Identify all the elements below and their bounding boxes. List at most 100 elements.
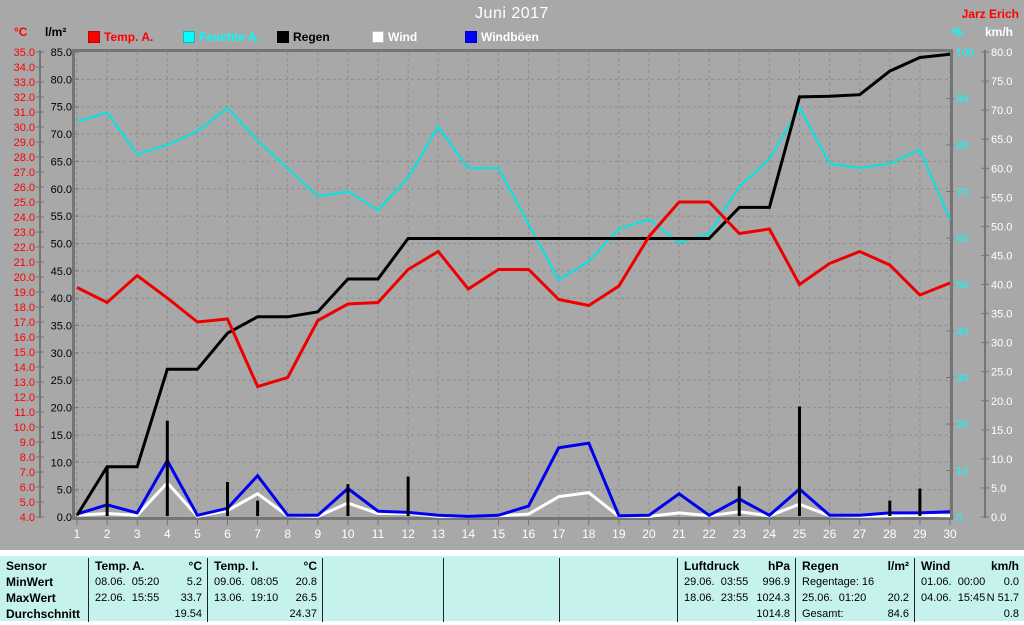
humidity-axis-tick-label: 30 xyxy=(956,373,968,385)
day-label: 11 xyxy=(372,527,385,541)
value-timestamp: 18.06. 23:55 xyxy=(684,592,749,604)
table-column-temp-i: Temp. I. °C 09.06. 08:05 20.8 13.06. 19:10 26… xyxy=(207,558,322,622)
wind-axis-tick-label: 15.0 xyxy=(991,425,1012,437)
rain-axis-tick-label: 0.0 xyxy=(57,512,72,524)
day-label: 8 xyxy=(284,527,291,541)
wind-axis-tick-label: 80.0 xyxy=(991,47,1012,59)
series-line-wind xyxy=(76,480,951,519)
table-value-row: 25.06. 01:20 20.2 xyxy=(796,590,914,606)
sensor-unit: °C xyxy=(188,559,202,573)
temp-axis-tick-label: 27.0 xyxy=(14,167,35,179)
day-label: 14 xyxy=(462,527,476,541)
temp-axis-tick-label: 9.0 xyxy=(20,437,35,449)
temp-axis-tick-label: 30.0 xyxy=(14,122,35,134)
table-column-temp-a: Temp. A. °C 08.06. 05:20 5.2 22.06. 15:55 33.… xyxy=(88,558,207,622)
humidity-axis-tick-label: 100 xyxy=(956,47,974,59)
sensor-unit: l/m² xyxy=(887,559,909,573)
day-label: 13 xyxy=(432,527,446,541)
table-value-row: 29.06. 03:55 996.9 xyxy=(678,574,795,590)
weather-chart: 35.034.033.032.031.030.029.028.027.026.0… xyxy=(14,47,1013,541)
wind-axis-tick-label: 45.0 xyxy=(991,250,1012,262)
table-row-label-column: Sensor MinWert MaxWert Durchschnitt xyxy=(0,558,88,622)
temp-axis-tick-label: 24.0 xyxy=(14,212,35,224)
legend-label: Windböen xyxy=(481,30,539,44)
value-number: 19.54 xyxy=(174,608,202,620)
table-column-header: Temp. I. °C xyxy=(208,558,322,574)
day-label: 23 xyxy=(733,527,747,541)
table-value-row: 18.06. 23:55 1024.3 xyxy=(678,590,795,606)
humidity-axis-tick-label: 60 xyxy=(956,233,968,245)
temp-axis-tick-label: 13.0 xyxy=(14,377,35,389)
legend-swatch-regen xyxy=(277,31,289,43)
humidity-axis-tick-label: 70 xyxy=(956,187,968,199)
rain-axis-tick-label: 15.0 xyxy=(51,430,72,442)
day-label: 9 xyxy=(314,527,321,541)
wind-axis-tick-label: 10.0 xyxy=(991,454,1012,466)
day-label: 30 xyxy=(943,527,957,541)
legend-swatch-windb-en xyxy=(465,31,477,43)
legend-item-temp-a: Temp. A. xyxy=(88,30,153,44)
day-label: 24 xyxy=(763,527,777,541)
table-column-header: Temp. A. °C xyxy=(89,558,207,574)
temp-axis-tick-label: 5.0 xyxy=(20,497,35,509)
table-value-row xyxy=(560,574,677,590)
wind-axis-tick-label: 70.0 xyxy=(991,105,1012,117)
rain-axis-tick-label: 60.0 xyxy=(51,184,72,196)
wind-axis-tick-label: 60.0 xyxy=(991,163,1012,175)
sensor-name: Wind xyxy=(921,559,951,573)
temp-axis-tick-label: 19.0 xyxy=(14,287,35,299)
rain-axis-tick-label: 50.0 xyxy=(51,238,72,250)
table-column-header: Regen l/m² xyxy=(796,558,914,574)
value-number: 1024.3 xyxy=(756,592,790,604)
value-number: 26.5 xyxy=(295,592,317,604)
temp-axis-tick-label: 17.0 xyxy=(14,317,35,329)
legend-label: Feuchte A. xyxy=(199,30,260,44)
rain-axis-tick-label: 65.0 xyxy=(51,156,72,168)
value-timestamp: 04.06. 15:45 xyxy=(921,592,986,604)
day-label: 29 xyxy=(913,527,927,541)
chart-legend: Temp. A. Feuchte A. Regen Wind Windböen xyxy=(0,30,1024,46)
temp-axis-tick-label: 33.0 xyxy=(14,77,35,89)
rain-axis-tick-label: 30.0 xyxy=(51,348,72,360)
sensor-name: Temp. I. xyxy=(214,559,259,573)
value-number: 24.37 xyxy=(289,608,317,620)
value-timestamp: 29.06. 03:55 xyxy=(684,576,749,588)
temp-axis-tick-label: 4.0 xyxy=(20,512,35,524)
legend-swatch-wind xyxy=(372,31,384,43)
plot-border xyxy=(72,49,953,520)
value-timestamp: 08.06. 05:20 xyxy=(95,576,160,588)
rain-axis-tick-label: 35.0 xyxy=(51,321,72,333)
temp-axis-tick-label: 35.0 xyxy=(14,47,35,59)
humidity-axis-tick-label: 10 xyxy=(956,466,968,478)
temp-axis-tick-label: 18.0 xyxy=(14,302,35,314)
value-timestamp: 13.06. 19:10 xyxy=(214,592,279,604)
table-value-row xyxy=(323,574,443,590)
series-line-temp-a xyxy=(76,200,951,389)
day-label: 2 xyxy=(104,527,111,541)
temp-axis-tick-label: 6.0 xyxy=(20,482,35,494)
rain-axis-tick-label: 20.0 xyxy=(51,403,72,415)
wind-axis-tick-label: 65.0 xyxy=(991,134,1012,146)
wind-axis-tick-label: 30.0 xyxy=(991,338,1012,350)
rain-axis-tick-label: 5.0 xyxy=(57,485,72,497)
value-number: 0.8 xyxy=(1003,608,1019,620)
wind-axis-tick-label: 50.0 xyxy=(991,221,1012,233)
day-label: 20 xyxy=(642,527,656,541)
humidity-axis-tick-label: 80 xyxy=(956,140,968,152)
humidity-axis-tick-label: 40 xyxy=(956,326,968,338)
value-number: 20.8 xyxy=(295,576,317,588)
rain-axis-tick-label: 75.0 xyxy=(51,102,72,114)
statistics-table: Sensor MinWert MaxWert Durchschnitt Temp. A.… xyxy=(0,550,1024,625)
sensor-unit: km/h xyxy=(990,559,1019,573)
table-value-row xyxy=(323,590,443,606)
wind-axis-tick-label: 5.0 xyxy=(991,483,1006,495)
table-column-header xyxy=(323,558,443,574)
temp-axis-tick-label: 23.0 xyxy=(14,227,35,239)
value-number: 996.9 xyxy=(762,576,790,588)
value-timestamp: 25.06. 01:20 xyxy=(802,592,867,604)
rain-axis-tick-label: 25.0 xyxy=(51,375,72,387)
series-line-windb-en xyxy=(76,441,951,518)
wind-axis-tick-label: 25.0 xyxy=(991,367,1012,379)
wind-axis-tick-label: 75.0 xyxy=(991,76,1012,88)
temp-axis-tick-label: 16.0 xyxy=(14,332,35,344)
